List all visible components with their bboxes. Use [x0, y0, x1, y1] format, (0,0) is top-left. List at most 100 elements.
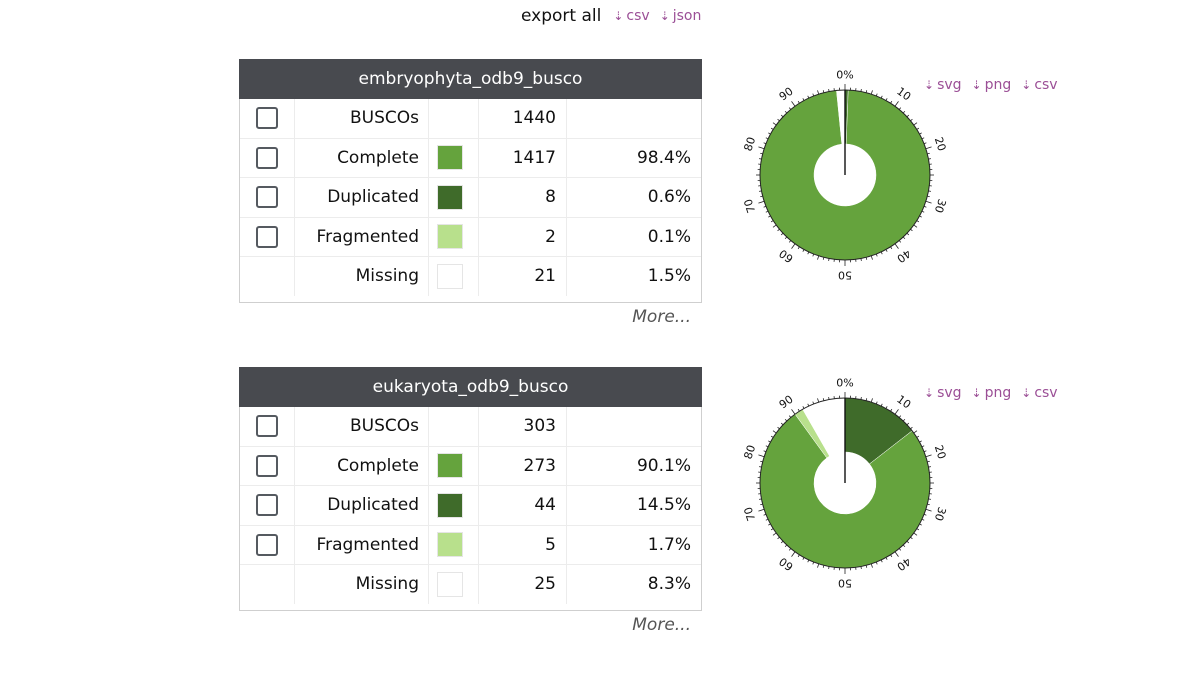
axis-tick: [880, 251, 883, 255]
axis-tick: [802, 98, 805, 101]
export-all-bar: export all ⇣ csv ⇣ json: [521, 4, 711, 28]
checkbox-cell: [240, 525, 295, 564]
download-icon: ⇣: [1021, 78, 1032, 92]
download-csv-link[interactable]: ⇣ csv: [1021, 77, 1058, 93]
axis-tick: [925, 146, 932, 150]
axis-tick: [880, 95, 883, 99]
tick-label: 40: [894, 247, 913, 266]
axis-tick: [880, 403, 883, 407]
axis-tick: [906, 540, 910, 544]
axis-tick: [797, 246, 800, 250]
row-checkbox[interactable]: [256, 225, 278, 248]
axis-tick: [885, 557, 888, 560]
axis-tick: [865, 398, 868, 401]
axis-tick: [780, 232, 784, 236]
row-percent: [567, 407, 701, 446]
axis-tick: [772, 122, 777, 126]
row-count: 8: [479, 178, 567, 217]
axis-tick: [913, 430, 918, 434]
row-count: 21: [479, 257, 567, 296]
swatch-cell: [429, 525, 479, 564]
axis-tick: [865, 90, 868, 93]
row-count: 2: [479, 217, 567, 256]
download-icon: ⇣: [659, 9, 670, 23]
axis-tick: [770, 528, 774, 531]
table-row: Missing 21 1.5%: [240, 257, 701, 296]
download-csv-link[interactable]: ⇣ csv: [1021, 385, 1058, 401]
download-svg-link[interactable]: ⇣ svg: [924, 77, 962, 93]
download-png-link[interactable]: ⇣ png: [971, 77, 1012, 93]
axis-tick: [913, 122, 918, 126]
row-checkbox[interactable]: [256, 107, 278, 130]
table-row: BUSCOs 1440: [240, 99, 701, 139]
axis-tick: [791, 409, 796, 415]
axis-tick: [807, 559, 810, 563]
axis-tick: [763, 205, 767, 208]
row-label: Complete: [295, 138, 429, 177]
tick-label: 60: [777, 555, 796, 574]
row-checkbox[interactable]: [256, 146, 278, 169]
axis-tick: [822, 398, 825, 401]
more-link[interactable]: More...: [632, 615, 691, 635]
color-swatch: [437, 184, 463, 210]
row-label: Duplicated: [295, 178, 429, 217]
axis-tick: [898, 240, 902, 243]
axis-tick: [817, 398, 820, 403]
axis-tick: [927, 460, 930, 463]
tick-label: 10: [894, 393, 913, 412]
tick-label: 50: [838, 269, 852, 282]
row-checkbox[interactable]: [256, 454, 278, 477]
row-checkbox[interactable]: [256, 533, 278, 556]
axis-tick: [802, 557, 805, 560]
axis-tick: [890, 408, 893, 412]
row-count: 273: [479, 446, 567, 485]
row-percent: 90.1%: [636, 455, 691, 476]
row-percent: 1.7%: [647, 534, 691, 555]
axis-tick: [812, 93, 815, 97]
color-swatch: [437, 532, 463, 558]
more-link[interactable]: More...: [632, 307, 691, 327]
row-count: 5: [479, 525, 567, 564]
axis-tick: [875, 93, 878, 97]
axis-tick: [927, 152, 930, 155]
axis-tick: [925, 508, 932, 512]
row-label: Complete: [295, 446, 429, 485]
row-checkbox[interactable]: [256, 494, 278, 517]
color-swatch: [437, 224, 463, 250]
axis-tick: [870, 563, 873, 568]
row-checkbox[interactable]: [256, 186, 278, 209]
axis-tick: [784, 544, 788, 548]
axis-tick: [763, 450, 767, 453]
swatch-cell: [429, 99, 479, 138]
export-json-link[interactable]: ⇣ json: [659, 8, 702, 24]
row-percent: 98.4%: [636, 147, 691, 168]
row-checkbox[interactable]: [256, 415, 278, 438]
axis-tick: [919, 523, 922, 526]
checkbox-cell: [240, 407, 295, 446]
axis-tick: [916, 528, 920, 531]
axis-tick: [807, 251, 810, 255]
axis-tick: [822, 565, 825, 568]
download-png-link[interactable]: ⇣ png: [971, 385, 1012, 401]
tick-label: 30: [932, 505, 949, 522]
axis-tick: [913, 532, 918, 536]
download-svg-link[interactable]: ⇣ svg: [924, 385, 962, 401]
axis-tick: [758, 454, 765, 458]
axis-tick: [797, 408, 800, 412]
swatch-cell: [429, 178, 479, 217]
busco-table: embryophyta_odb9_busco BUSCOs 1440 Complete…: [239, 59, 702, 303]
axis-tick: [791, 101, 796, 107]
swatch-cell: [429, 486, 479, 525]
export-csv-link[interactable]: ⇣ csv: [613, 8, 650, 24]
axis-tick: [817, 563, 820, 568]
axis-tick: [923, 205, 927, 208]
axis-tick: [780, 422, 784, 426]
swatch-cell: [429, 217, 479, 256]
download-icon: ⇣: [924, 386, 935, 400]
busco-panel: eukaryota_odb9_busco BUSCOs 303 Complete 273…: [239, 367, 702, 635]
table-row: Fragmented 2 0.1%: [240, 217, 701, 257]
axis-tick: [812, 253, 815, 257]
axis-tick: [890, 100, 893, 104]
table-row: BUSCOs 303: [240, 407, 701, 447]
tick-label: 10: [894, 85, 913, 104]
